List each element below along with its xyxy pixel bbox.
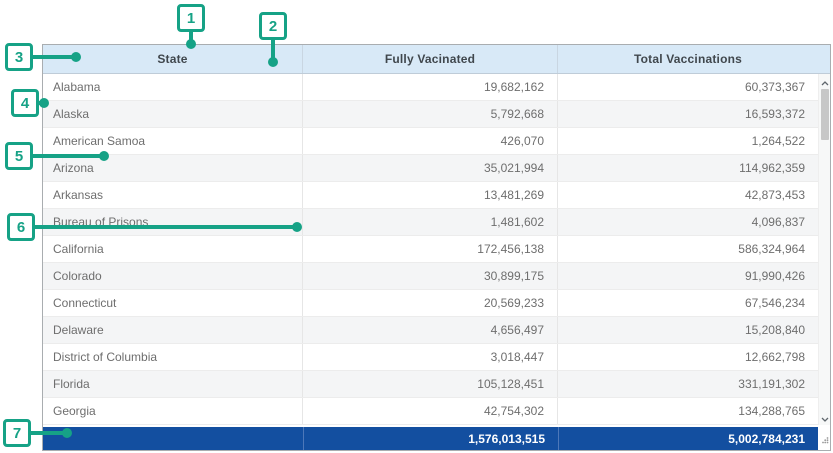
callout-3-badge: 3 bbox=[5, 43, 33, 71]
total-vaccinations-cell: 67,546,234 bbox=[744, 296, 805, 310]
table-row[interactable]: Alabama 19,682,162 60,373,367 bbox=[43, 74, 818, 101]
callout-7-connector-line bbox=[29, 431, 68, 435]
resize-grip-icon[interactable] bbox=[821, 431, 829, 449]
summary-total-vaccinations-cell: 5,002,784,231 bbox=[558, 427, 818, 450]
fully-vacinated-cell: 19,682,162 bbox=[303, 74, 558, 100]
summary-fully-vacinated-cell: 1,576,013,515 bbox=[303, 427, 558, 450]
state-cell: Arizona bbox=[43, 155, 303, 181]
table-row[interactable]: Colorado 30,899,175 91,990,426 bbox=[43, 263, 818, 290]
callout-2-label: 2 bbox=[268, 17, 278, 35]
callout-4-anchor-dot bbox=[39, 98, 49, 108]
total-vaccinations-cell: 586,324,964 bbox=[738, 242, 805, 256]
total-vaccinations-cell: 331,191,302 bbox=[738, 377, 805, 391]
table-row[interactable]: Georgia 42,754,302 134,288,765 bbox=[43, 398, 818, 425]
callout-5-connector-line bbox=[31, 154, 105, 158]
state-cell: District of Columbia bbox=[43, 344, 303, 370]
callout-6-label: 6 bbox=[16, 218, 26, 236]
fully-vacinated-cell: 172,456,138 bbox=[303, 236, 558, 262]
fully-vacinated-cell: 426,070 bbox=[303, 128, 558, 154]
state-cell: Colorado bbox=[43, 263, 303, 289]
state-cell: American Samoa bbox=[43, 128, 303, 154]
fully-vacinated-cell: 35,021,994 bbox=[303, 155, 558, 181]
total-vaccinations-cell: 16,593,372 bbox=[744, 107, 805, 121]
state-cell: Florida bbox=[43, 371, 303, 397]
state-cell: Georgia bbox=[43, 398, 303, 424]
table-row[interactable]: Arkansas 13,481,269 42,873,453 bbox=[43, 182, 818, 209]
table-row[interactable]: Connecticut 20,569,233 67,546,234 bbox=[43, 290, 818, 317]
fully-vacinated-cell: 20,569,233 bbox=[303, 290, 558, 316]
fully-vacinated-cell: 5,792,668 bbox=[303, 101, 558, 127]
callout-3-label: 3 bbox=[14, 48, 24, 66]
table-row[interactable]: District of Columbia 3,018,447 12,662,798 bbox=[43, 344, 818, 371]
state-cell: Arkansas bbox=[43, 182, 303, 208]
callout-3-connector-line bbox=[31, 55, 77, 59]
callout-7-anchor-dot bbox=[62, 428, 72, 438]
callout-1-anchor-dot bbox=[186, 39, 196, 49]
scroll-down-button[interactable] bbox=[819, 411, 830, 424]
callout-5-label: 5 bbox=[14, 147, 24, 165]
column-header-fully-vacinated[interactable]: Fully Vacinated bbox=[303, 45, 558, 73]
total-vaccinations-cell: 12,662,798 bbox=[744, 350, 805, 364]
fully-vacinated-cell: 30,899,175 bbox=[303, 263, 558, 289]
total-vaccinations-cell: 15,208,840 bbox=[744, 323, 805, 337]
callout-4-badge: 4 bbox=[11, 89, 39, 117]
callout-1-connector-line bbox=[189, 30, 193, 45]
total-vaccinations-cell: 134,288,765 bbox=[738, 404, 805, 418]
chevron-up-icon bbox=[821, 73, 829, 91]
total-vaccinations-cell: 4,096,837 bbox=[751, 215, 805, 229]
summary-state-cell bbox=[43, 427, 303, 450]
total-vaccinations-cell: 114,962,359 bbox=[739, 161, 805, 175]
fully-vacinated-cell: 3,018,447 bbox=[303, 344, 558, 370]
table-row[interactable]: American Samoa 426,070 1,264,522 bbox=[43, 128, 818, 155]
callout-1-label: 1 bbox=[186, 9, 196, 27]
total-vaccinations-cell: 1,264,522 bbox=[751, 134, 805, 148]
scrollbar-thumb[interactable] bbox=[821, 89, 829, 140]
summary-row: 1,576,013,515 5,002,784,231 bbox=[43, 427, 830, 450]
callout-6-badge: 6 bbox=[7, 213, 35, 241]
fully-vacinated-cell: 105,128,451 bbox=[303, 371, 558, 397]
callout-7-label: 7 bbox=[12, 424, 22, 442]
total-vaccinations-cell: 60,373,367 bbox=[744, 80, 805, 94]
vaccination-table: State Fully Vacinated Total Vaccinations… bbox=[42, 44, 831, 451]
chevron-down-icon bbox=[821, 409, 829, 427]
summary-row-filler bbox=[818, 427, 830, 450]
fully-vacinated-cell: 1,481,602 bbox=[303, 209, 558, 235]
callout-2-anchor-dot bbox=[268, 57, 278, 67]
table-row[interactable]: Arizona 35,021,994 114,962,359 bbox=[43, 155, 818, 182]
state-cell: California bbox=[43, 236, 303, 262]
table-row[interactable]: Alaska 5,792,668 16,593,372 bbox=[43, 101, 818, 128]
state-cell: Bureau of Prisons bbox=[43, 209, 303, 235]
callout-4-label: 4 bbox=[20, 94, 30, 112]
table-row[interactable]: Delaware 4,656,497 15,208,840 bbox=[43, 317, 818, 344]
callout-5-badge: 5 bbox=[5, 142, 33, 170]
state-cell: Connecticut bbox=[43, 290, 303, 316]
fully-vacinated-cell: 42,754,302 bbox=[303, 398, 558, 424]
total-vaccinations-cell: 42,873,453 bbox=[744, 188, 805, 202]
callout-7-badge: 7 bbox=[3, 419, 31, 447]
callout-2-badge: 2 bbox=[259, 12, 287, 40]
state-cell: Alaska bbox=[43, 101, 303, 127]
table-row[interactable]: Florida 105,128,451 331,191,302 bbox=[43, 371, 818, 398]
fully-vacinated-cell: 13,481,269 bbox=[303, 182, 558, 208]
callout-2-connector-line bbox=[271, 38, 275, 63]
callout-3-anchor-dot bbox=[71, 52, 81, 62]
state-cell: Delaware bbox=[43, 317, 303, 343]
table-body: Alabama 19,682,162 60,373,367 Alaska 5,792,6… bbox=[43, 74, 818, 425]
callout-1-badge: 1 bbox=[177, 4, 205, 32]
scroll-up-button[interactable] bbox=[819, 75, 830, 88]
summary-divider bbox=[43, 425, 830, 427]
table-row[interactable]: California 172,456,138 586,324,964 bbox=[43, 236, 818, 263]
callout-6-anchor-dot bbox=[292, 222, 302, 232]
state-cell: Alabama bbox=[43, 74, 303, 100]
fully-vacinated-cell: 4,656,497 bbox=[303, 317, 558, 343]
total-vaccinations-cell: 91,990,426 bbox=[744, 269, 805, 283]
table-row[interactable]: Bureau of Prisons 1,481,602 4,096,837 bbox=[43, 209, 818, 236]
header-filler bbox=[818, 45, 830, 73]
callout-5-anchor-dot bbox=[99, 151, 109, 161]
column-header-state[interactable]: State bbox=[43, 45, 303, 73]
callout-6-connector-line bbox=[33, 225, 298, 229]
table-header-row: State Fully Vacinated Total Vaccinations bbox=[43, 45, 830, 74]
vertical-scrollbar[interactable] bbox=[818, 74, 830, 425]
column-header-total-vaccinations[interactable]: Total Vaccinations bbox=[633, 52, 743, 66]
